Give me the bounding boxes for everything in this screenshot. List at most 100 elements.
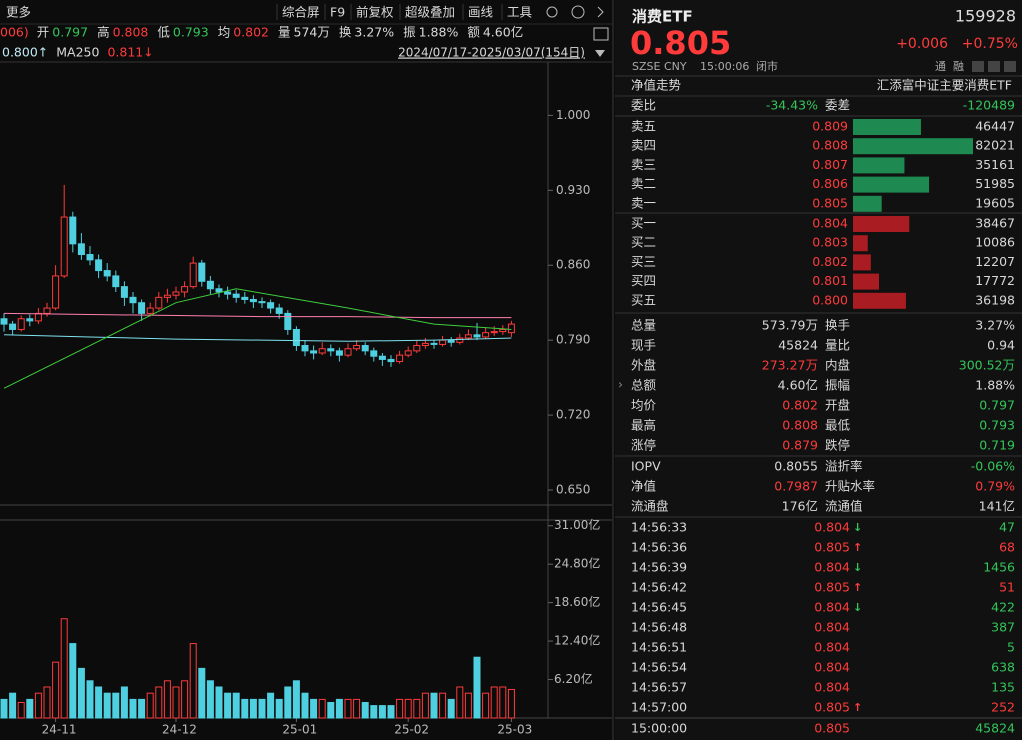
book-price: 0.809: [812, 119, 848, 134]
quote-value: 0.808: [113, 25, 149, 40]
candle-body: [224, 291, 232, 295]
dropdown-icon[interactable]: [595, 50, 605, 57]
candle-body: [258, 301, 266, 304]
book-bar: [853, 157, 905, 174]
volume-bar: [52, 661, 60, 719]
quote-value: 574万: [294, 25, 330, 40]
volume-bar: [103, 692, 111, 719]
volume-bar: [69, 643, 77, 719]
tool-icon[interactable]: [1004, 61, 1016, 72]
trade-price: 0.804: [814, 620, 850, 635]
quote-panel-bg: [615, 0, 1022, 740]
x-tick-label: 24-11: [42, 723, 77, 737]
volume-bar: [198, 667, 206, 719]
volume-bar: [447, 698, 455, 719]
book-price: 0.804: [812, 216, 848, 231]
candle-body: [69, 216, 77, 245]
last-price: 0.805: [630, 24, 731, 62]
tool-icon[interactable]: [988, 61, 1000, 72]
book-volume: 19605: [975, 195, 1015, 210]
y-tick-label: 0.860: [556, 258, 590, 272]
toolbar-button[interactable]: 超级叠加: [405, 5, 455, 20]
toolbar-button[interactable]: F9: [330, 5, 345, 20]
toolbar-button[interactable]: 画线: [468, 5, 494, 20]
volume-bar: [181, 680, 189, 719]
help-icon[interactable]: [571, 5, 585, 19]
book-label: 卖一: [631, 195, 656, 210]
book-bar: [853, 273, 880, 290]
volume-bar: [95, 686, 103, 719]
stat-label: 委差: [825, 98, 850, 113]
tab[interactable]: 净值走势: [631, 78, 682, 93]
volume-bar: [318, 698, 326, 719]
candle-body: [378, 355, 386, 360]
volume-bar: [499, 686, 507, 719]
volume-bar: [138, 698, 146, 719]
chart-bg: [0, 0, 612, 740]
quote-meta: SZSE: [632, 60, 661, 73]
volume-bar: [370, 705, 378, 719]
next-icon[interactable]: [597, 6, 604, 18]
stat-value: 0.808: [782, 418, 818, 433]
stat-label: 跌停: [825, 438, 850, 453]
volume-bar: [258, 698, 266, 719]
stat-value: 0.7987: [774, 479, 818, 494]
candle-body: [387, 358, 395, 363]
y-tick-label: 12.40亿: [554, 633, 600, 648]
trade-volume: 51: [999, 580, 1015, 595]
volume-bar: [0, 698, 8, 719]
candle-body: [77, 243, 85, 256]
stat-value: 3.27%: [975, 318, 1015, 333]
candle-body: [370, 350, 378, 357]
stat-value: 1.88%: [975, 378, 1015, 393]
toolbar-button[interactable]: 工具: [507, 5, 533, 20]
quote-label: 均: [218, 25, 231, 40]
trade-volume: 135: [991, 680, 1015, 695]
book-label: 买二: [631, 235, 656, 250]
trade-volume: 387: [991, 620, 1015, 635]
toolbar-button[interactable]: 前复权: [356, 5, 394, 20]
candle-body: [9, 323, 17, 330]
book-bar: [853, 119, 921, 135]
candle-body: [120, 286, 128, 298]
book-price: 0.803: [812, 235, 848, 250]
stat-value: 0.79%: [975, 479, 1015, 494]
stat-label: 均价: [631, 398, 657, 413]
candle-body: [267, 302, 275, 309]
stat-value: 0.802: [782, 398, 818, 413]
trade-volume: 422: [991, 600, 1015, 615]
candle-body: [26, 318, 34, 322]
trade-time: 14:56:57: [631, 680, 687, 695]
tab[interactable]: 汇添富中证主要消费ETF: [877, 78, 1012, 93]
trade-price: 0.804: [814, 680, 850, 695]
book-bar: [853, 176, 930, 193]
ma-line: [3, 334, 512, 342]
collapse-arrow[interactable]: ›: [618, 377, 623, 392]
x-tick-label: 25-01: [282, 723, 317, 737]
wp-icon[interactable]: [593, 27, 609, 41]
candle-body: [327, 348, 335, 352]
volume-bar: [17, 701, 25, 719]
settings-icon[interactable]: [546, 6, 558, 18]
stat-value: 300.52万: [959, 358, 1015, 373]
book-volume: 46447: [975, 119, 1015, 134]
book-label: 卖二: [631, 176, 656, 191]
trade-price: 0.805: [814, 721, 850, 736]
trade-price: 0.804: [814, 660, 850, 675]
tool-icon[interactable]: [972, 61, 984, 72]
stat-value: 273.27万: [762, 358, 818, 373]
quote-meta: 闭市: [756, 59, 778, 73]
quote-label: 换: [339, 25, 352, 40]
volume-bar: [378, 705, 386, 719]
volume-bar: [112, 692, 120, 719]
book-bar: [853, 254, 871, 271]
volume-bar: [267, 692, 275, 719]
toolbar-button[interactable]: 综合屏: [282, 5, 320, 20]
candle-body: [404, 350, 412, 356]
trade-volume: 252: [991, 700, 1015, 715]
ma-label: 0.811↓: [107, 45, 153, 60]
book-label: 买四: [631, 273, 656, 288]
volume-bar: [275, 698, 283, 719]
candle-body: [447, 339, 455, 343]
candle-body: [396, 354, 404, 363]
